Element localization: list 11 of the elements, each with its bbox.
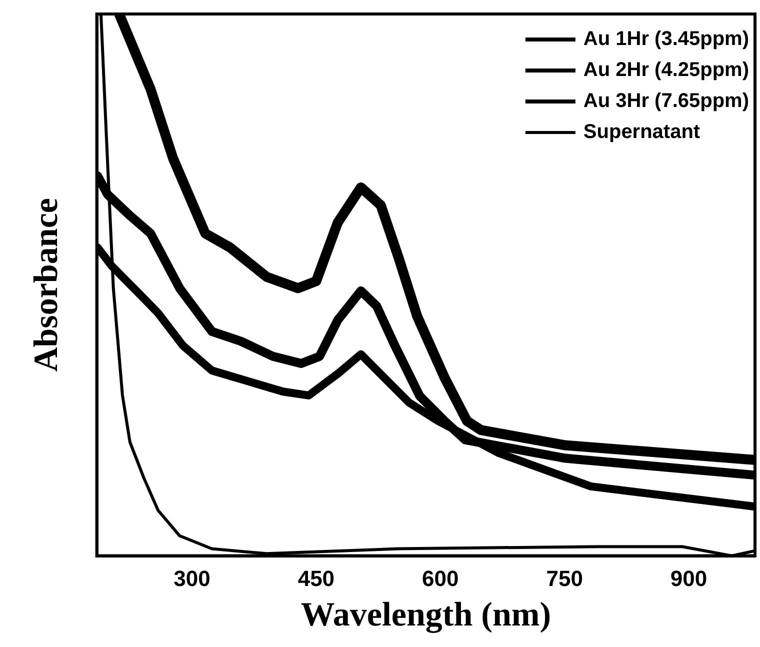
x-tick-label: 450 — [298, 566, 335, 592]
x-tick-label: 300 — [174, 566, 210, 592]
x-tick-label: 900 — [670, 566, 708, 592]
y-axis-title: Absorbance — [28, 198, 66, 372]
legend-label: Au 1Hr (3.45ppm) — [583, 28, 750, 50]
legend-label: Au 3Hr (7.65ppm) — [583, 90, 750, 112]
legend-label: Supernatant — [583, 121, 700, 144]
x-tick-label: 600 — [422, 566, 459, 592]
legend-label: Au 2Hr (4.25ppm) — [583, 59, 750, 82]
x-tick-label: 750 — [546, 566, 583, 592]
x-axis-title: Wavelength (nm) — [300, 596, 552, 634]
